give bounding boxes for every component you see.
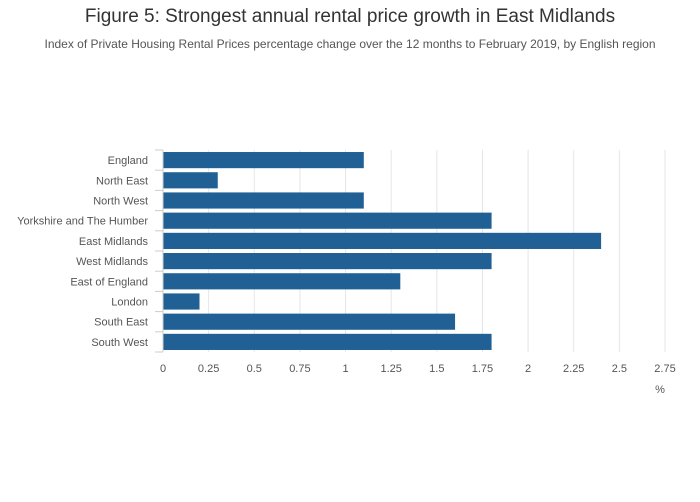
bar [163,293,200,310]
category-label: East Midlands [79,236,149,248]
bar [163,152,364,169]
category-label: North East [96,175,148,187]
x-tick-label: 0 [160,363,166,375]
bar [163,333,492,350]
category-label: South East [94,317,148,329]
category-labels: England North East North West Yorkshire and… [17,155,148,349]
bar [163,313,456,330]
bar [163,232,602,249]
bars [163,152,602,350]
x-tick-label: 1.75 [472,363,493,375]
x-tick-label: 1.5 [429,363,444,375]
x-tick-label: 2.75 [654,363,675,375]
x-tick-label: 2 [525,363,531,375]
bar [163,273,401,290]
x-tick-label: 0.5 [247,363,262,375]
x-tick-label: 1.25 [380,363,401,375]
bar [163,253,492,270]
x-tick-label: 2.25 [563,363,584,375]
x-tick-label: 0.75 [289,363,310,375]
category-label: West Midlands [76,256,148,268]
category-label: South West [91,337,148,349]
x-tick-label: 1 [342,363,348,375]
tick-labels: 0 0.25 0.5 0.75 1 1.25 1.5 1.75 2 2.25 2.5 2.75 [160,363,676,375]
category-label: East of England [70,276,148,288]
category-label: Yorkshire and The Humber [17,216,148,228]
category-label: England [108,155,148,167]
x-tick-label: 2.5 [612,363,627,375]
x-axis-label: % [655,384,665,396]
bar [163,212,492,229]
bar [163,192,364,209]
category-label: North West [93,196,148,208]
category-label: London [111,297,148,309]
x-tick-label: 0.25 [198,363,219,375]
chart-subtitle: Index of Private Housing Rental Prices p… [44,37,656,51]
bar [163,172,218,189]
axes [155,149,164,353]
chart-title: Figure 5: Strongest annual rental price … [84,6,616,27]
